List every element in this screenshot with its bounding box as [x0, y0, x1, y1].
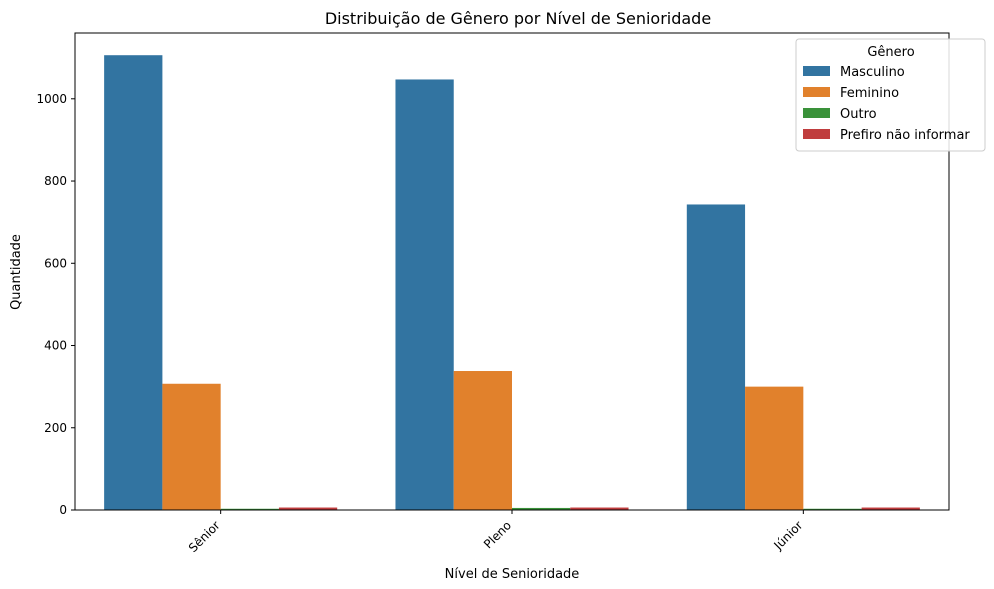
- bar: [162, 383, 221, 510]
- bars: [104, 55, 920, 511]
- legend: Gênero Masculino Feminino Outro Prefiro não…: [795, 38, 986, 152]
- legend-label: Feminino: [840, 86, 899, 101]
- bar: [395, 79, 454, 511]
- bar: [861, 507, 920, 510]
- x-tick-label: Pleno: [481, 518, 514, 551]
- y-tick-label: 400: [44, 339, 67, 353]
- legend-swatch: [803, 108, 830, 118]
- legend-swatch: [803, 87, 830, 97]
- legend-swatch: [803, 66, 830, 76]
- y-tick-label: 200: [44, 421, 67, 435]
- x-axis: Sênior Pleno Júnior: [186, 510, 806, 555]
- bar: [512, 507, 571, 510]
- x-tick-label: Sênior: [186, 518, 223, 555]
- legend-label: Outro: [840, 107, 877, 122]
- x-tick-label: Júnior: [771, 518, 806, 553]
- chart-title: Distribuição de Gênero por Nível de Seni…: [325, 9, 711, 28]
- legend-label: Prefiro não informar: [840, 128, 970, 143]
- y-tick-label: 1000: [36, 92, 67, 106]
- bar: [686, 204, 746, 511]
- bar: [278, 507, 338, 510]
- bar: [803, 508, 862, 510]
- x-axis-label: Nível de Senioridade: [445, 567, 580, 582]
- bar: [745, 386, 804, 510]
- bar: [570, 507, 629, 510]
- bar: [453, 371, 512, 510]
- legend-box: [795, 38, 986, 152]
- bar: [104, 55, 163, 511]
- bar: [220, 508, 279, 510]
- legend-title: Gênero: [867, 45, 914, 60]
- y-axis: 0 200 400 600 800 1000: [36, 92, 75, 517]
- y-tick-label: 0: [59, 503, 67, 517]
- y-tick-label: 800: [44, 174, 67, 188]
- legend-label: Masculino: [840, 65, 905, 80]
- plot-frame: [74, 32, 950, 511]
- legend-swatch: [803, 129, 830, 139]
- y-axis-label: Quantidade: [9, 234, 24, 310]
- y-tick-label: 600: [44, 256, 67, 270]
